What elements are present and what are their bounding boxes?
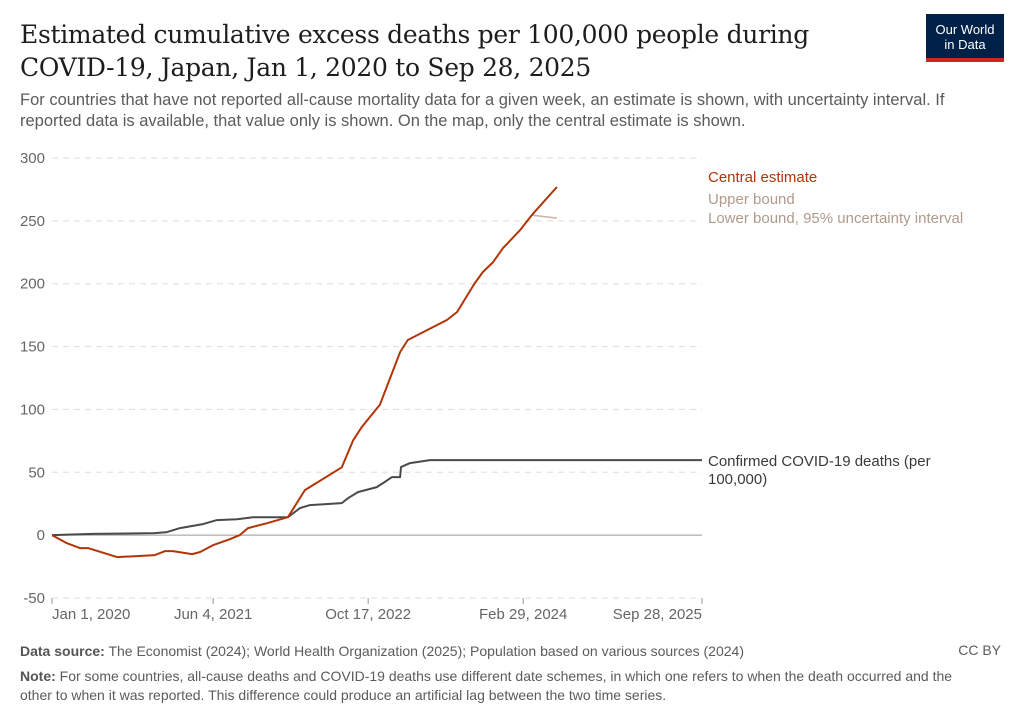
x-tick-label: Jan 1, 2020 (52, 606, 130, 623)
chart-title: Estimated cumulative excess deaths per 1… (20, 20, 809, 82)
owid-logo[interactable]: Our World in Data (926, 14, 1004, 62)
x-tick-label: Feb 29, 2024 (479, 606, 567, 623)
legend-upper[interactable]: Upper bound (708, 191, 795, 208)
y-tick-label: 50 (28, 464, 45, 481)
x-tick-label: Oct 17, 2022 (325, 606, 411, 623)
license[interactable]: CC BY (958, 642, 1001, 658)
note-label: Note: (20, 668, 56, 684)
y-tick-label: 100 (20, 401, 45, 418)
data-source-label: Data source: (20, 643, 105, 659)
data-source-text: The Economist (2024); World Health Organ… (104, 643, 744, 659)
legend-lower[interactable]: Lower bound, 95% uncertainty interval (708, 210, 963, 227)
legend-confirmed-line2[interactable]: 100,000) (708, 471, 767, 488)
data-source: Data source: The Economist (2024); World… (20, 642, 744, 661)
y-tick-label: -50 (23, 590, 45, 607)
chart-subtitle: For countries that have not reported all… (20, 91, 945, 130)
x-tick-label: Jun 4, 2021 (174, 606, 252, 623)
x-tick-label: Sep 28, 2025 (613, 606, 702, 623)
y-tick-label: 250 (20, 213, 45, 230)
y-tick-label: 300 (20, 150, 45, 167)
series-line-confirmed-covid-19-deaths-per-100-000-[interactable] (51, 459, 702, 537)
note-text: For some countries, all-cause deaths and… (20, 668, 953, 703)
y-tick-label: 200 (20, 276, 45, 293)
legend-confirmed-line1[interactable]: Confirmed COVID-19 deaths (per (708, 453, 931, 470)
legend-central[interactable]: Central estimate (708, 169, 817, 186)
series-line-lower-bound-95-uncertainty-interval[interactable] (531, 214, 557, 219)
logo-line-2: in Data (944, 37, 986, 52)
y-tick-label: 150 (20, 339, 45, 356)
series-line-central-estimate[interactable] (51, 186, 558, 559)
logo-line-1: Our World (935, 22, 995, 37)
note: Note: For some countries, all-cause deat… (20, 667, 980, 705)
y-tick-label: 0 (37, 527, 45, 544)
